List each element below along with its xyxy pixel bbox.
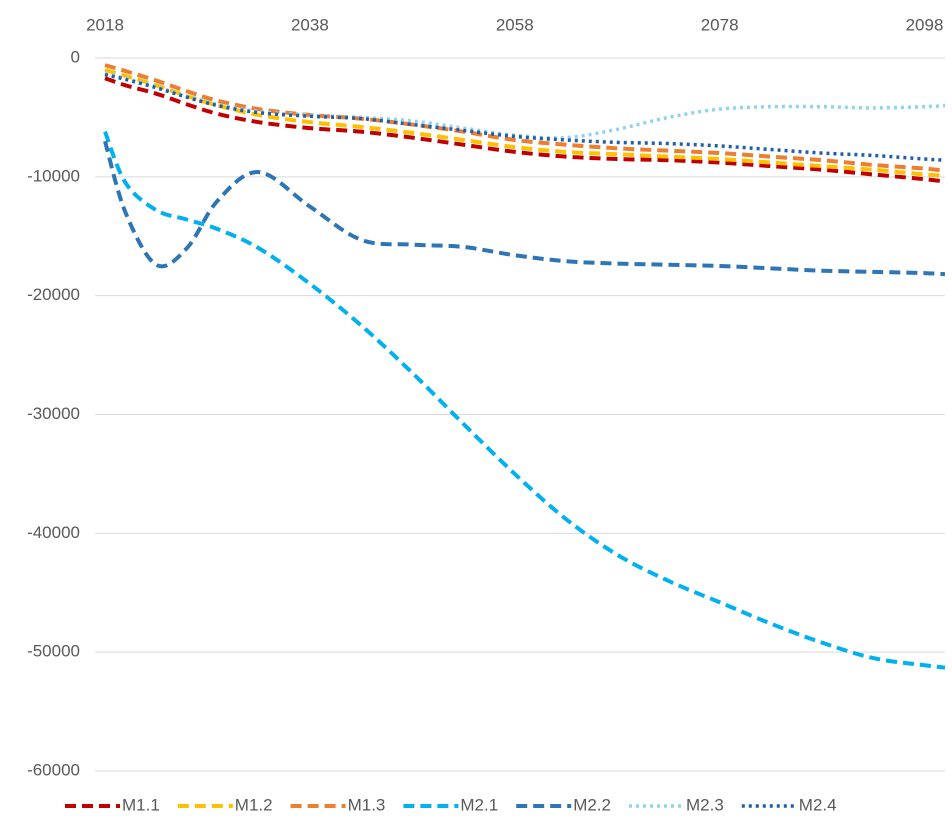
x-tick-label: 2058 — [496, 15, 534, 34]
y-tick-label: -60000 — [27, 760, 80, 779]
x-tick-label: 2078 — [701, 15, 739, 34]
y-tick-label: -10000 — [27, 166, 80, 185]
y-tick-label: -40000 — [27, 523, 80, 542]
series-line — [104, 63, 946, 173]
series-line — [103, 130, 946, 670]
legend-label: M2.1 — [460, 795, 498, 814]
legend-label: M2.3 — [686, 795, 724, 814]
series-line — [104, 67, 946, 178]
legend-label: M1.1 — [122, 795, 160, 814]
legend-label: M2.4 — [799, 795, 837, 814]
y-tick-label: -30000 — [27, 404, 80, 423]
y-tick-label: -20000 — [27, 285, 80, 304]
legend-label: M1.2 — [235, 795, 273, 814]
series-line — [104, 76, 946, 184]
y-tick-label: -50000 — [27, 642, 80, 661]
series-line — [104, 71, 946, 140]
series-line — [103, 140, 946, 277]
x-tick-label: 2018 — [86, 15, 124, 34]
legend-label: M1.3 — [348, 795, 386, 814]
x-tick-label: 2098 — [906, 15, 944, 34]
x-tick-label: 2038 — [291, 15, 329, 34]
legend-label: M2.2 — [573, 795, 611, 814]
y-tick-label: 0 — [71, 47, 80, 66]
